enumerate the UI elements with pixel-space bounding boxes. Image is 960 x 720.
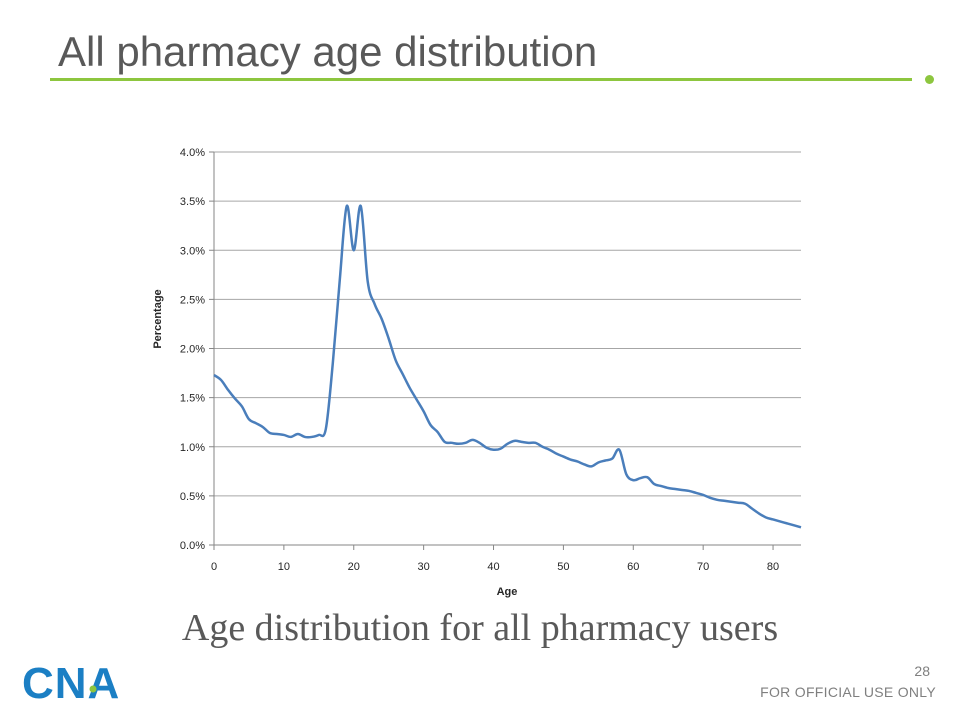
x-tick-label: 10 <box>278 561 290 573</box>
x-tick-label: 80 <box>767 561 779 573</box>
y-tick-label: 2.5% <box>180 294 205 306</box>
series-line <box>213 204 802 529</box>
x-tick-label: 60 <box>627 561 639 573</box>
y-tick-labels: 0.0% 0.5% 1.0% 1.5% 2.0% 2.5% 3.0% 3.5% 4.0% <box>180 147 205 552</box>
x-tick-label: 0 <box>211 561 217 573</box>
title-underline <box>50 78 912 81</box>
y-tick-label: 0.5% <box>180 491 205 503</box>
y-tick-label: 1.0% <box>180 442 205 454</box>
grid-lines <box>214 151 801 546</box>
y-tick-label: 1.5% <box>180 393 205 405</box>
x-tick-label: 30 <box>418 561 430 573</box>
cna-logo-text: CNA <box>22 660 120 704</box>
cna-logo: CNA <box>22 660 120 704</box>
page-number: 28 <box>914 663 930 679</box>
x-tick-label: 40 <box>487 561 499 573</box>
chart-caption: Age distribution for all pharmacy users <box>181 607 779 649</box>
title-accent-dot <box>925 75 934 84</box>
y-tick-label: 3.5% <box>180 196 205 208</box>
x-tick-label: 70 <box>697 561 709 573</box>
axes <box>209 151 801 550</box>
y-tick-label: 4.0% <box>180 147 205 159</box>
x-tick-labels: 0 10 20 30 40 50 60 70 80 <box>211 561 779 573</box>
footer-classification: FOR OFFICIAL USE ONLY <box>760 684 936 700</box>
x-tick-label: 20 <box>348 561 360 573</box>
logo-dot <box>89 685 97 693</box>
x-axis-label: Age <box>497 586 518 598</box>
y-tick-label: 0.0% <box>180 540 205 552</box>
y-tick-label: 3.0% <box>180 245 205 257</box>
x-tick-label: 50 <box>557 561 569 573</box>
slide-title: All pharmacy age distribution <box>58 28 598 75</box>
y-axis-label: Percentage <box>152 289 164 348</box>
y-tick-label: 2.0% <box>180 344 205 356</box>
